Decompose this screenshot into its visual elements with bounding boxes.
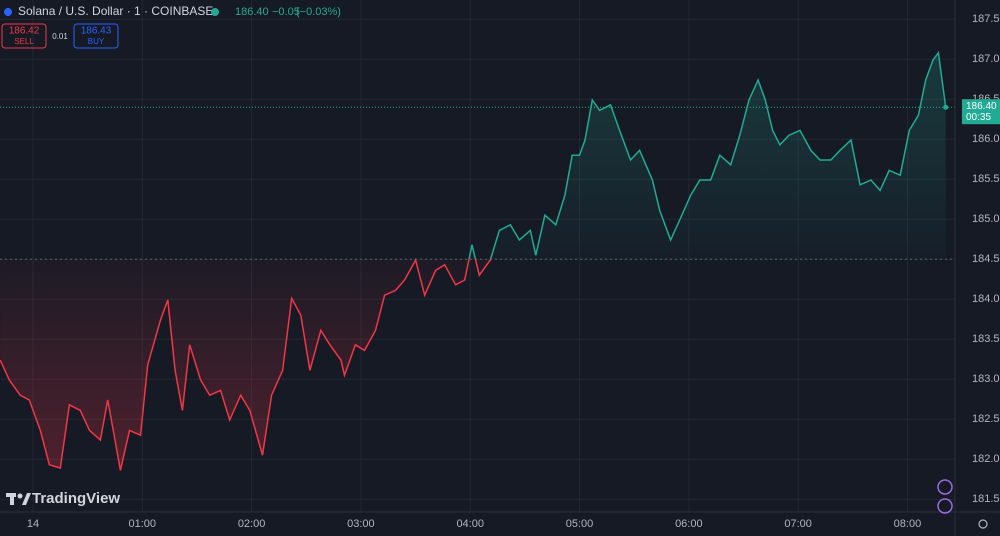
x-tick-label: 08:00 xyxy=(894,518,922,530)
price-change-pct: (−0.03%) xyxy=(296,6,341,18)
last-point xyxy=(943,104,949,110)
y-tick-label: 187.00 xyxy=(972,53,1000,65)
symbol-title[interactable]: Solana / U.S. Dollar · 1 · COINBASE xyxy=(18,4,213,18)
icon-lightning[interactable] xyxy=(937,498,953,514)
y-tick-label: 184.50 xyxy=(972,253,1000,265)
axes: 181.50 182.00 182.50 183.00 183.50 184.00 184.… xyxy=(27,13,1000,530)
x-tick-label: 14 xyxy=(27,518,39,530)
buy-label[interactable]: BUY xyxy=(88,37,105,46)
y-tick-label: 181.50 xyxy=(972,493,1000,505)
market-status[interactable] xyxy=(211,8,219,16)
sell-price[interactable]: 186.42 xyxy=(9,26,40,37)
baseline-area xyxy=(0,52,946,471)
x-tick-label: 04:00 xyxy=(456,518,484,530)
buy-price[interactable]: 186.43 xyxy=(81,26,112,37)
price-change: −0.05 xyxy=(272,6,300,18)
sell-button[interactable] xyxy=(1,23,47,49)
y-tick-label: 183.50 xyxy=(972,333,1000,345)
y-tick-label: 186.00 xyxy=(972,133,1000,145)
x-tick-label: 06:00 xyxy=(675,518,703,530)
last-price-label: 186.40 xyxy=(966,101,997,112)
y-tick-label: 183.00 xyxy=(972,373,1000,385)
settings-icon[interactable] xyxy=(978,519,988,529)
last-price: 186.40 xyxy=(235,6,269,18)
y-tick-label: 185.00 xyxy=(972,213,1000,225)
x-tick-label: 07:00 xyxy=(784,518,812,530)
y-tick-label: 184.00 xyxy=(972,293,1000,305)
x-tick-label: 03:00 xyxy=(347,518,375,530)
spread: 0.01 xyxy=(52,32,68,41)
x-tick-label: 01:00 xyxy=(129,518,157,530)
buy-button[interactable] xyxy=(73,23,119,49)
symbol-icon xyxy=(4,8,12,16)
x-tick-label: 05:00 xyxy=(566,518,594,530)
logo-mark xyxy=(6,493,31,505)
plot xyxy=(0,50,955,471)
x-tick-label: 02:00 xyxy=(238,518,266,530)
y-tick-label: 187.50 xyxy=(972,13,1000,25)
logo-text: TradingView xyxy=(32,490,120,507)
icon-sparkle[interactable] xyxy=(937,479,953,495)
y-tick-label: 182.00 xyxy=(972,453,1000,465)
y-tick-label: 182.50 xyxy=(972,413,1000,425)
y-tick-label: 185.50 xyxy=(972,173,1000,185)
last-price-tag xyxy=(962,99,1000,125)
countdown: 00:35 xyxy=(966,112,991,123)
sell-label[interactable]: SELL xyxy=(14,37,34,46)
price-line xyxy=(0,50,947,471)
